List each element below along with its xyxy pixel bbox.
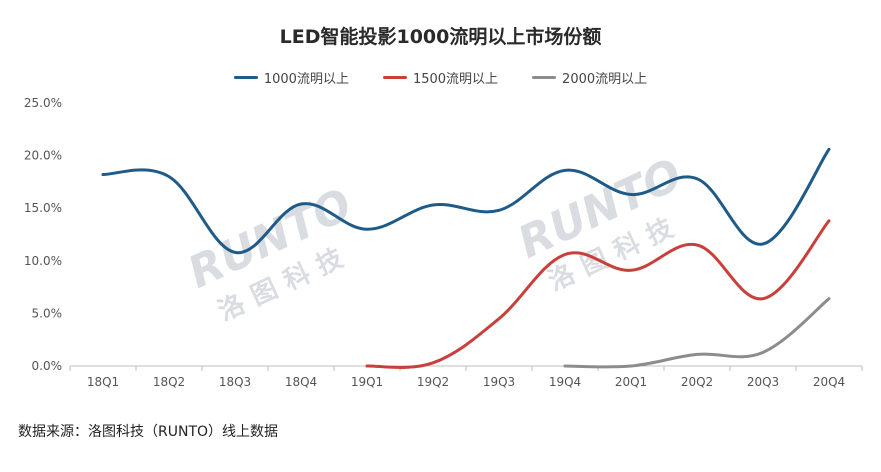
legend-label-1500: 1500流明以上 <box>412 72 499 87</box>
axes: 25.0% 20.0% 15.0% 10.0% 5.0% 0.0% 18Q1 18Q2 18Q3… <box>24 96 863 389</box>
x-tick-label: 18Q4 <box>285 375 317 389</box>
y-tick-label: 25.0% <box>24 96 62 110</box>
legend-swatch-1500 <box>382 76 407 79</box>
y-tick-label: 10.0% <box>24 254 62 268</box>
legend-label-2000: 2000流明以上 <box>562 72 648 87</box>
x-tick-label: 19Q3 <box>483 375 515 389</box>
x-tick-label: 18Q3 <box>219 375 251 389</box>
legend-item-1500: 1500流明以上 <box>382 68 499 87</box>
x-tick-label: 20Q3 <box>747 375 779 389</box>
x-tick-label: 19Q1 <box>351 375 383 389</box>
y-tick-label: 0.0% <box>32 359 63 373</box>
x-tick-label: 20Q1 <box>615 375 647 389</box>
x-tick-label: 20Q2 <box>681 375 713 389</box>
legend-swatch-1000 <box>233 76 258 79</box>
legend-item-1000: 1000流明以上 <box>233 68 349 87</box>
x-tick-label: 18Q2 <box>153 375 185 389</box>
chart-title: LED智能投影1000流明以上市场份额 <box>279 26 602 48</box>
series-line-0 <box>101 147 831 254</box>
legend-label-1000: 1000流明以上 <box>263 72 349 87</box>
x-tick-label: 18Q1 <box>87 375 119 389</box>
series-line-1 <box>365 219 831 369</box>
series-line-2 <box>563 297 831 369</box>
x-tick-label: 19Q4 <box>549 375 581 389</box>
y-tick-label: 20.0% <box>24 149 62 163</box>
legend: 1000流明以上 1500流明以上 2000流明以上 <box>0 68 881 87</box>
legend-item-2000: 2000流明以上 <box>532 68 647 87</box>
series-lines <box>101 147 831 369</box>
data-source-note: 数据来源：洛图科技（RUNTO）线上数据 <box>18 424 279 440</box>
x-tick-label: 20Q4 <box>813 375 845 389</box>
legend-swatch-2000 <box>532 76 557 79</box>
y-tick-label: 5.0% <box>32 306 63 320</box>
x-tick-label: 19Q2 <box>417 375 449 389</box>
y-tick-label: 15.0% <box>24 201 62 215</box>
